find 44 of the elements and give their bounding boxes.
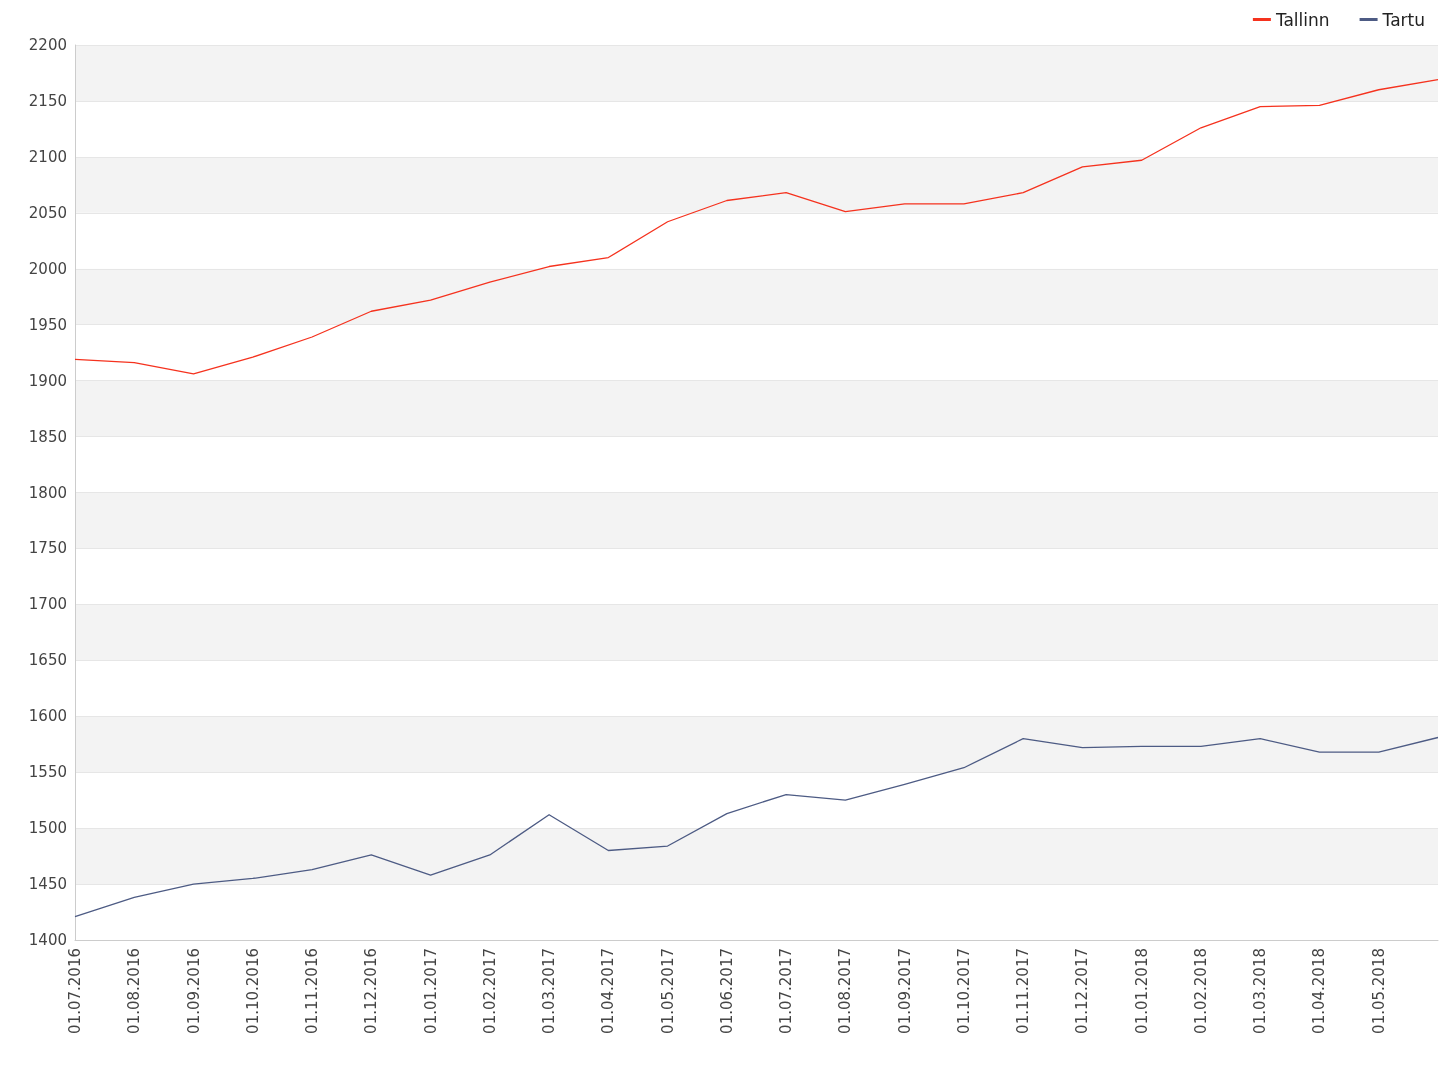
x-tick-label: 01.03.2017 — [540, 948, 559, 1034]
x-tick-label: 01.01.2018 — [1132, 948, 1151, 1034]
y-tick-label: 2050 — [28, 203, 67, 222]
x-tick-label: 01.08.2017 — [836, 948, 855, 1034]
x-tick-label: 01.10.2017 — [954, 948, 973, 1034]
line-series — [74, 736, 1439, 918]
y-tick-label: 1550 — [28, 763, 67, 782]
x-tick-label: 01.12.2016 — [362, 948, 381, 1034]
x-tick-label: 01.11.2017 — [1014, 948, 1033, 1034]
y-tick-label: 1600 — [28, 707, 67, 726]
x-tick-label: 01.09.2016 — [184, 948, 203, 1034]
y-tick-label: 1950 — [28, 315, 67, 334]
x-tick-label: 01.05.2018 — [1369, 948, 1388, 1034]
x-tick-label: 01.02.2018 — [1191, 948, 1210, 1034]
x-tick-label: 01.08.2016 — [125, 948, 144, 1034]
x-tick-label: 01.02.2017 — [480, 948, 499, 1034]
x-tick-label: 01.05.2017 — [658, 948, 677, 1034]
x-tick-label: 01.04.2017 — [599, 948, 618, 1034]
legend-label: Tallinn — [1274, 9, 1330, 30]
y-tick-label: 1900 — [28, 371, 67, 390]
line-series — [74, 79, 1439, 375]
x-tick-label: 01.06.2017 — [717, 948, 736, 1034]
y-tick-label: 1800 — [28, 483, 67, 502]
y-tick-label: 1450 — [28, 875, 67, 894]
x-tick-label: 01.01.2017 — [421, 948, 440, 1034]
y-tick-label: 1850 — [28, 427, 67, 446]
y-tick-label: 2100 — [28, 147, 67, 166]
x-tick-label: 01.12.2017 — [1073, 948, 1092, 1034]
x-tick-label: 01.09.2017 — [895, 948, 914, 1034]
x-tick-label: 01.07.2017 — [777, 948, 796, 1034]
y-tick-label: 2200 — [28, 36, 67, 54]
x-tick-label: 01.04.2018 — [1310, 948, 1329, 1034]
y-tick-label: 2150 — [28, 91, 67, 110]
x-tick-label: 01.10.2016 — [243, 948, 262, 1034]
x-tick-label: 01.07.2016 — [66, 948, 84, 1034]
legend-label: Tartu — [1381, 9, 1425, 30]
y-tick-label: 1400 — [28, 931, 67, 949]
y-tick-label: 1750 — [28, 539, 67, 558]
y-tick-label: 1500 — [28, 819, 67, 838]
y-tick-label: 1700 — [28, 595, 67, 614]
x-tick-label: 01.03.2018 — [1251, 948, 1270, 1034]
y-tick-label: 2000 — [28, 259, 67, 278]
y-tick-label: 1650 — [28, 651, 67, 670]
x-tick-label: 01.11.2016 — [303, 948, 322, 1034]
